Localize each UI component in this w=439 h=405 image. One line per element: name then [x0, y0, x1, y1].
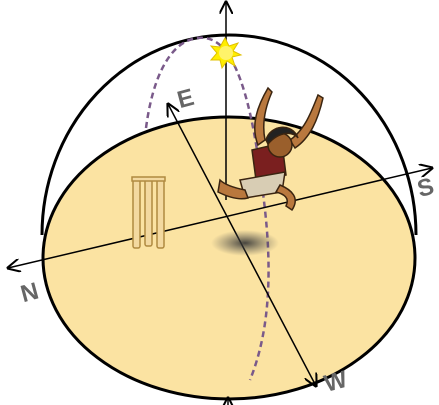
- north-label: N: [18, 278, 42, 309]
- shadow: [211, 230, 279, 256]
- page: N E S W (() => { const data = JSON.parse…: [0, 0, 439, 405]
- cricket-stumps: [132, 177, 165, 248]
- ground: [43, 117, 415, 399]
- east-label: E: [174, 84, 196, 114]
- west-label: W: [321, 366, 350, 398]
- south-label: S: [414, 173, 436, 203]
- sky-dome-diagram: N E S W: [0, 0, 439, 405]
